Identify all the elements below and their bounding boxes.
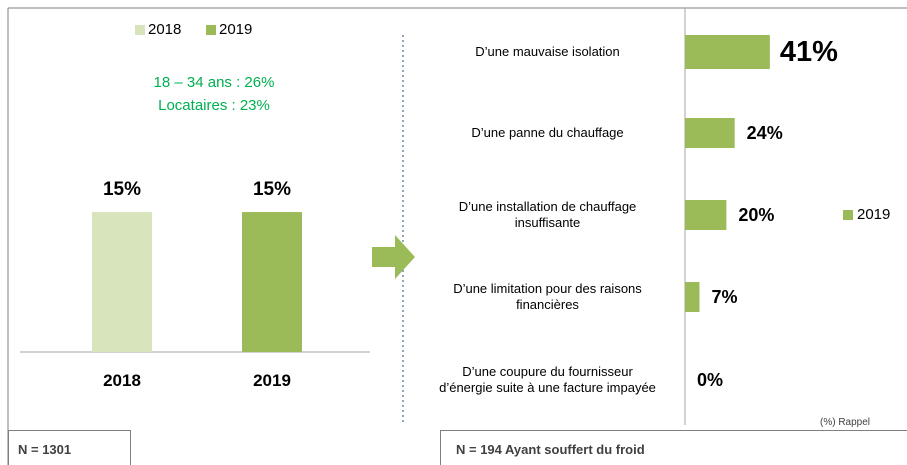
category-label: D’une installation de chauffage insuffis… [458,198,637,230]
legend-swatch [206,25,216,35]
category-label: D’une coupure du fournisseur d’énergie s… [439,363,656,395]
legend-swatch [135,25,145,35]
category-label: D’une panne du chauffage [471,124,624,140]
value-label: 0% [697,369,724,390]
legend-label: 2019 [857,206,891,223]
bar [685,35,770,69]
footnote: N = 194 Ayant souffert du froid [456,442,645,457]
legend-label: 2019 [219,21,253,38]
footnote-box [440,430,907,465]
arrow [372,235,415,279]
footnote-box [8,430,131,465]
bar [685,282,700,312]
category-label: D’une mauvaise isolation [475,43,620,59]
annotation: Locataires : 23% [158,97,270,114]
bar [685,200,727,230]
bar [92,212,152,352]
x-tick-label: 2019 [253,371,291,390]
category-label: D’une limitation pour des raisons financ… [453,280,642,312]
value-label: 15% [102,179,142,201]
value-label: 24% [746,122,783,143]
value-label: 15% [252,179,292,201]
legend-label: 2018 [148,21,182,38]
bar [242,212,302,352]
x-tick-label: 2018 [103,371,141,390]
bar [685,118,735,148]
legend-swatch [843,210,853,220]
value-label: 41% [779,35,838,68]
value-label: 20% [738,204,775,225]
note: (%) Rappel [820,417,871,428]
footnote: N = 1301 [18,442,72,457]
annotation: 18 – 34 ans : 26% [153,74,275,91]
value-label: 7% [711,286,738,307]
